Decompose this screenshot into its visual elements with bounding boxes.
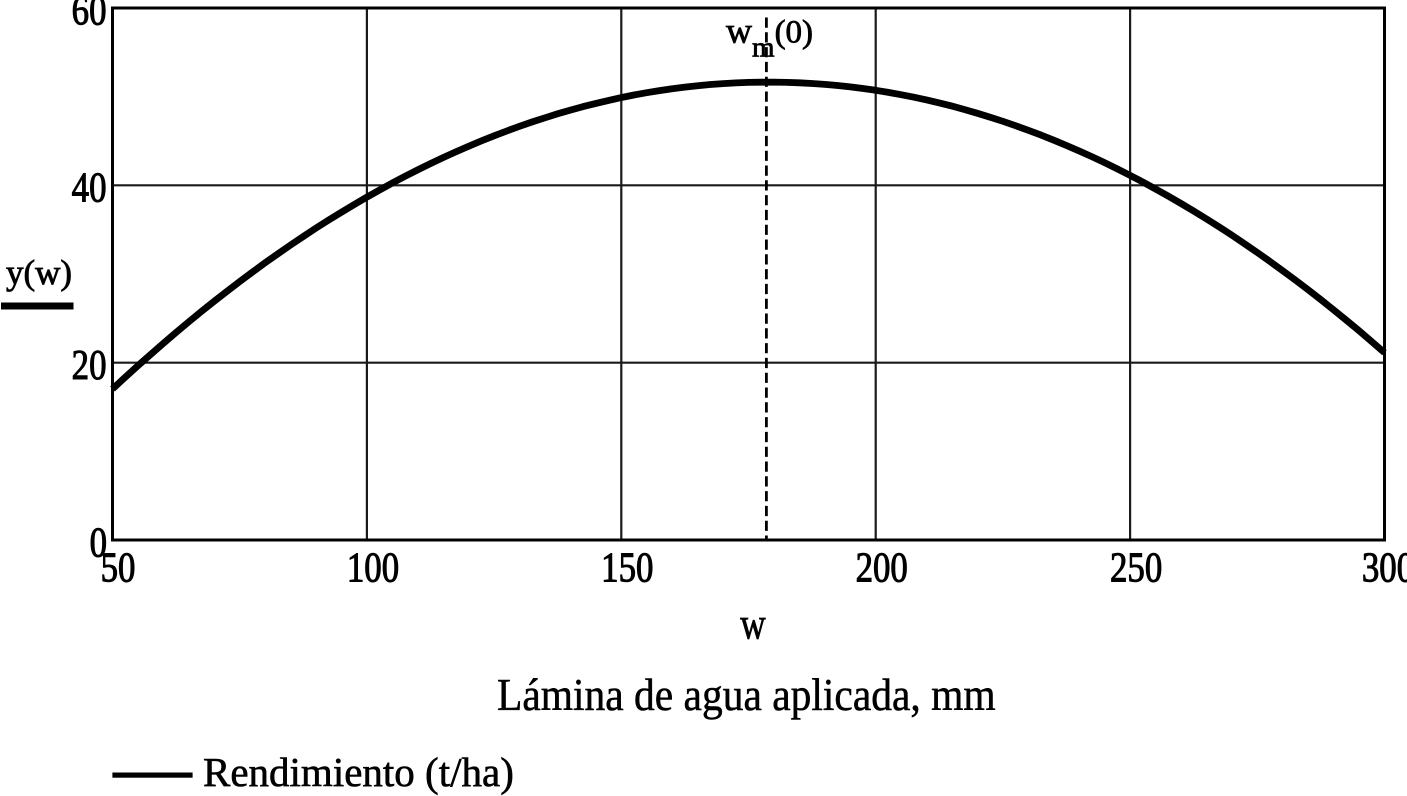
svg-text:50: 50: [101, 545, 136, 592]
svg-text:100: 100: [347, 545, 399, 592]
svg-text:300: 300: [1362, 545, 1407, 592]
svg-text:200: 200: [856, 545, 908, 592]
svg-text:20: 20: [72, 342, 107, 389]
svg-text:250: 250: [1110, 545, 1162, 592]
svg-text:0: 0: [90, 519, 107, 566]
svg-text:150: 150: [601, 545, 653, 592]
svg-text:y(w): y(w): [6, 253, 72, 292]
svg-text:40: 40: [72, 164, 107, 211]
svg-text:Rendimiento (t/ha): Rendimiento (t/ha): [203, 749, 514, 795]
svg-text:Lámina de agua aplicada, mm: Lámina de agua aplicada, mm: [497, 670, 996, 720]
svg-text:w: w: [740, 599, 766, 649]
svg-text:60: 60: [72, 0, 107, 34]
